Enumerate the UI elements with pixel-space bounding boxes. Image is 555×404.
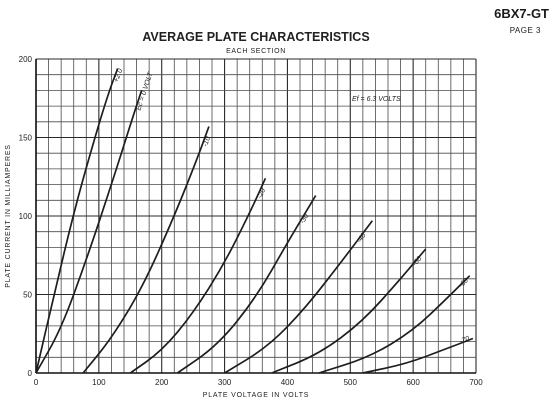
curve-label: -20 [257,187,268,199]
grid-voltage-curve [35,68,119,374]
grid-voltage-curve [35,90,143,374]
grid-voltage-curve [362,337,474,374]
chart-curve-labels: +2.0 Ec = 0 VOLT-10-20-30-40-50-60-70 [113,68,471,346]
heater-voltage-note: Ef = 6.3 VOLTS [352,96,401,103]
chart-subtitle: EACH SECTION [226,48,286,55]
x-tick-label: 700 [469,378,483,387]
grid-voltage-curve [224,220,373,374]
chart-grid [35,58,477,374]
x-tick-label: 200 [155,378,169,387]
curve-label: Ec = 0 VOLT [135,71,154,112]
grid-voltage-curve [176,195,317,374]
tube-type-label: 6BX7-GT [494,6,549,21]
chart-ticks: 0 100 200 300 400 500 600 700 0 50 100 150 200 [19,55,484,387]
chart-axes [35,59,476,374]
curve-label: -40 [356,232,368,244]
x-tick-label: 500 [344,378,358,387]
grid-voltage-curve [82,126,210,374]
curve-label: +2.0 [113,68,124,83]
grid-voltage-curve [129,177,267,374]
y-tick-label: 150 [19,134,33,143]
chart-curves [35,68,474,374]
curve-label: -30 [299,213,310,225]
x-tick-label: 400 [281,378,295,387]
x-tick-label: 100 [92,378,106,387]
y-axis-label: PLATE CURRENT IN MILLIAMPERES [5,144,12,288]
x-axis-label: PLATE VOLTAGE IN VOLTS [203,392,310,399]
y-tick-label: 50 [23,291,32,300]
curve-label: -70 [459,335,471,345]
chart-title: AVERAGE PLATE CHARACTERISTICS [142,30,369,44]
page-number: PAGE 3 [509,26,541,35]
y-tick-label: 200 [19,55,33,64]
x-tick-label: 600 [406,378,420,387]
grid-voltage-curve [318,275,471,374]
y-tick-label: 0 [28,369,33,378]
x-tick-label: 300 [218,378,232,387]
curve-label: -50 [412,255,424,267]
y-tick-label: 100 [19,212,33,221]
curve-label: -10 [202,136,212,148]
x-tick-label: 0 [34,378,39,387]
grid-voltage-curve [271,248,427,374]
